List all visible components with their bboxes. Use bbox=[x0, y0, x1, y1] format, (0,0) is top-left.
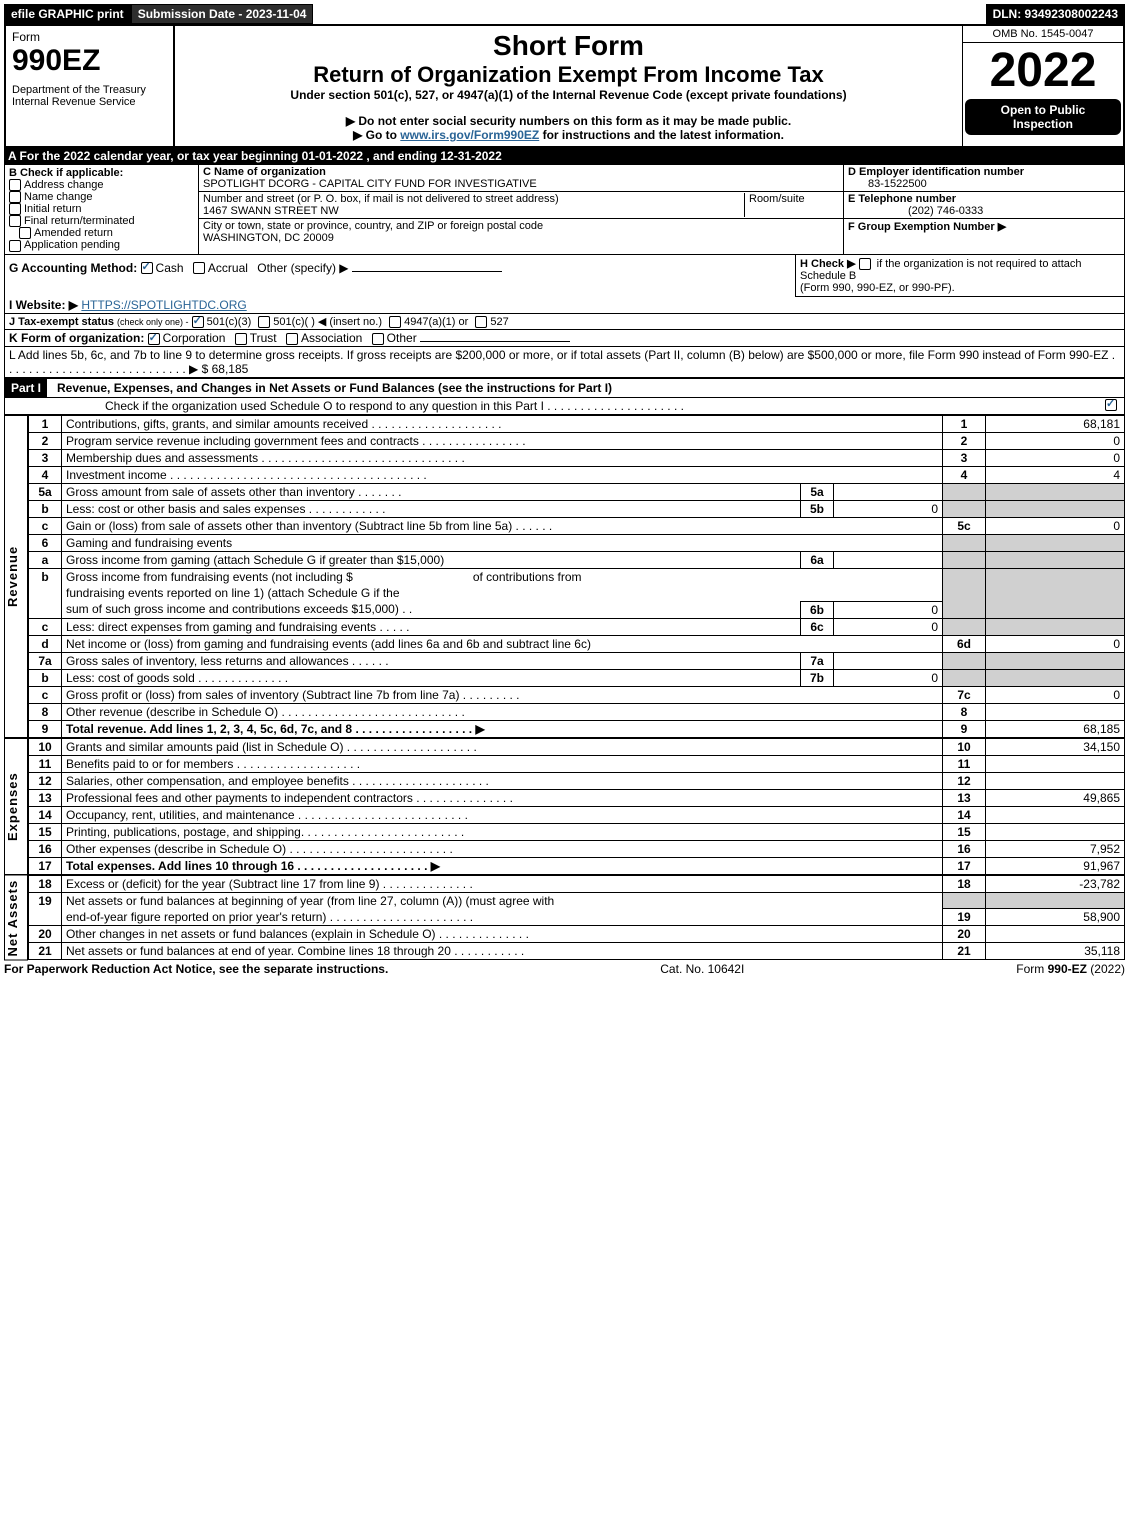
cb-cash[interactable] bbox=[141, 262, 153, 274]
col-c-def: C Name of organization SPOTLIGHT DCORG -… bbox=[199, 165, 1124, 254]
form-word: Form bbox=[12, 30, 167, 44]
form-ref: Form 990-EZ (2022) bbox=[1016, 962, 1125, 976]
open-inspection: Open to Public Inspection bbox=[965, 99, 1121, 135]
d-label: D Employer identification number bbox=[848, 166, 1024, 178]
line-a: A For the 2022 calendar year, or tax yea… bbox=[4, 148, 1125, 164]
cb-501c3[interactable] bbox=[192, 316, 204, 328]
irs-label: Internal Revenue Service bbox=[12, 96, 167, 108]
page-footer: For Paperwork Reduction Act Notice, see … bbox=[4, 960, 1125, 976]
website-link[interactable]: HTTPS://SPOTLIGHTDC.ORG bbox=[81, 298, 246, 312]
section-b-through-f: B Check if applicable: Address change Na… bbox=[4, 164, 1125, 255]
cb-other-org[interactable] bbox=[372, 333, 384, 345]
under-section: Under section 501(c), 527, or 4947(a)(1)… bbox=[181, 88, 956, 102]
cat-number: Cat. No. 10642I bbox=[660, 962, 744, 976]
cb-association[interactable] bbox=[286, 333, 298, 345]
cb-initial-return[interactable] bbox=[9, 203, 21, 215]
cb-4947[interactable] bbox=[389, 316, 401, 328]
submission-date: Submission Date - 2023-11-04 bbox=[131, 4, 314, 24]
row-g-h: G Accounting Method: Cash Accrual Other … bbox=[4, 255, 1125, 297]
revenue-table: 1Contributions, gifts, grants, and simil… bbox=[28, 415, 1125, 738]
cb-trust[interactable] bbox=[235, 333, 247, 345]
cb-amended-return[interactable] bbox=[19, 227, 31, 239]
other-org-input[interactable] bbox=[420, 341, 570, 342]
header-center: Short Form Return of Organization Exempt… bbox=[175, 26, 963, 146]
tax-year: 2022 bbox=[963, 43, 1123, 95]
col-c: C Name of organization SPOTLIGHT DCORG -… bbox=[199, 165, 844, 254]
gross-receipts: $ 68,185 bbox=[202, 362, 249, 376]
revenue-section: Revenue 1Contributions, gifts, grants, a… bbox=[4, 415, 1125, 738]
omb-number: OMB No. 1545-0047 bbox=[963, 26, 1123, 43]
phone-value: (202) 746-0333 bbox=[848, 205, 983, 217]
part-i-title: Revenue, Expenses, and Changes in Net As… bbox=[47, 381, 612, 395]
line-h: H Check ▶ if the organization is not req… bbox=[795, 255, 1124, 297]
short-form-title: Short Form bbox=[181, 30, 956, 62]
cb-h[interactable] bbox=[859, 258, 871, 270]
street-label: Number and street (or P. O. box, if mail… bbox=[203, 193, 559, 205]
part-i-header-row: Part I Revenue, Expenses, and Changes in… bbox=[4, 378, 1125, 398]
header-left: Form 990EZ Department of the Treasury In… bbox=[6, 26, 175, 146]
top-bar: efile GRAPHIC print Submission Date - 20… bbox=[4, 4, 1125, 24]
street-value: 1467 SWANN STREET NW bbox=[203, 205, 339, 217]
expenses-side-label: Expenses bbox=[4, 738, 28, 875]
part-i-label: Part I bbox=[5, 379, 47, 397]
org-name: SPOTLIGHT DCORG - CAPITAL CITY FUND FOR … bbox=[203, 178, 537, 190]
cb-application-pending[interactable] bbox=[9, 240, 21, 252]
city-label: City or town, state or province, country… bbox=[203, 220, 543, 232]
c-name-label: C Name of organization bbox=[203, 166, 326, 178]
cb-accrual[interactable] bbox=[193, 262, 205, 274]
net-assets-side-label: Net Assets bbox=[4, 875, 28, 961]
cb-corporation[interactable] bbox=[148, 333, 160, 345]
net-assets-table: 18Excess or (deficit) for the year (Subt… bbox=[28, 875, 1125, 961]
line-g: G Accounting Method: Cash Accrual Other … bbox=[5, 255, 795, 297]
expenses-table: 10Grants and similar amounts paid (list … bbox=[28, 738, 1125, 875]
b-title: B Check if applicable: bbox=[9, 167, 194, 179]
line-j: J Tax-exempt status (check only one) - 5… bbox=[4, 314, 1125, 330]
header-right: OMB No. 1545-0047 2022 Open to Public In… bbox=[963, 26, 1123, 146]
line-i: I Website: ▶ HTTPS://SPOTLIGHTDC.ORG bbox=[4, 297, 1125, 314]
goto-line: ▶ Go to www.irs.gov/Form990EZ for instru… bbox=[181, 128, 956, 142]
cb-527[interactable] bbox=[475, 316, 487, 328]
form-header: Form 990EZ Department of the Treasury In… bbox=[4, 24, 1125, 148]
part-i-check-row: Check if the organization used Schedule … bbox=[4, 398, 1125, 415]
revenue-side-label: Revenue bbox=[4, 415, 28, 738]
no-ssn: ▶ Do not enter social security numbers o… bbox=[181, 114, 956, 128]
dept-treasury: Department of the Treasury bbox=[12, 84, 167, 96]
net-assets-section: Net Assets 18Excess or (deficit) for the… bbox=[4, 875, 1125, 961]
expenses-section: Expenses 10Grants and similar amounts pa… bbox=[4, 738, 1125, 875]
cb-501c[interactable] bbox=[258, 316, 270, 328]
cb-schedule-o[interactable] bbox=[1105, 399, 1117, 411]
efile-print: efile GRAPHIC print bbox=[4, 4, 131, 24]
irs-link[interactable]: www.irs.gov/Form990EZ bbox=[400, 128, 539, 142]
ein-value: 83-1522500 bbox=[848, 178, 927, 190]
room-label: Room/suite bbox=[749, 193, 805, 205]
f-label: F Group Exemption Number ▶ bbox=[848, 221, 1006, 233]
col-def: D Employer identification number 83-1522… bbox=[844, 165, 1124, 254]
return-title: Return of Organization Exempt From Incom… bbox=[181, 62, 956, 88]
city-value: WASHINGTON, DC 20009 bbox=[203, 232, 334, 244]
cb-address-change[interactable] bbox=[9, 179, 21, 191]
col-b: B Check if applicable: Address change Na… bbox=[5, 165, 199, 254]
e-label: E Telephone number bbox=[848, 193, 956, 205]
cb-name-change[interactable] bbox=[9, 191, 21, 203]
dln: DLN: 93492308002243 bbox=[986, 4, 1125, 24]
paperwork-notice: For Paperwork Reduction Act Notice, see … bbox=[4, 962, 388, 976]
form-number: 990EZ bbox=[12, 44, 167, 78]
line-k: K Form of organization: Corporation Trus… bbox=[4, 330, 1125, 347]
other-specify-input[interactable] bbox=[352, 271, 502, 272]
line-l: L Add lines 5b, 6c, and 7b to line 9 to … bbox=[4, 347, 1125, 378]
cb-final-return[interactable] bbox=[9, 215, 21, 227]
